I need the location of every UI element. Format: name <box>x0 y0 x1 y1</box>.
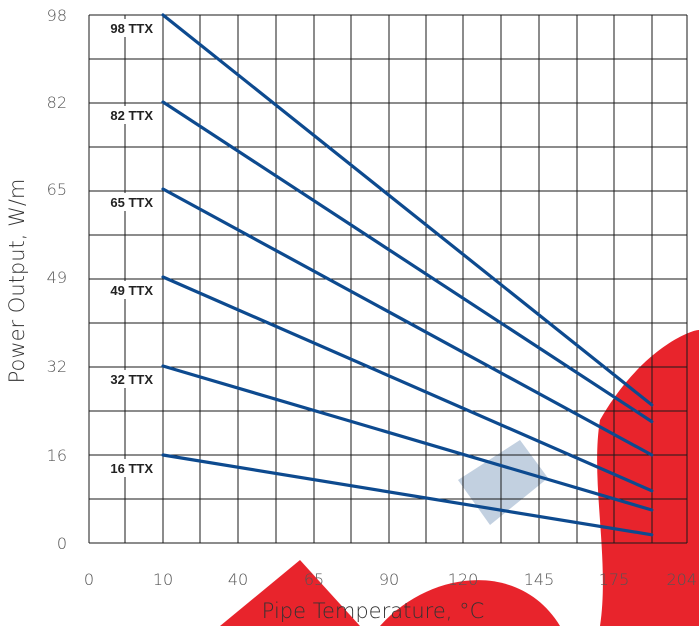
x-tick-label: 120 <box>448 570 479 589</box>
series-line-65-ttx <box>161 187 654 457</box>
series-line-16-ttx <box>161 453 654 537</box>
series-label: 65 TTX <box>110 195 153 210</box>
series-label: 82 TTX <box>110 108 153 123</box>
series-label: 98 TTX <box>110 21 153 36</box>
series-label-bg <box>98 459 158 477</box>
y-tick-label: 65 <box>47 180 67 199</box>
x-tick-label: 90 <box>379 570 399 589</box>
series-label-bg <box>98 19 158 37</box>
series-label-bg <box>98 281 158 299</box>
x-tick-label: 40 <box>228 570 248 589</box>
watermark-red-band <box>220 560 360 626</box>
x-tick-label: 175 <box>599 570 630 589</box>
series-label: 32 TTX <box>110 372 153 387</box>
series-label-bg <box>98 370 158 388</box>
series-line-32-ttx <box>161 364 654 512</box>
y-axis-title: Power Output, W/m <box>5 179 29 384</box>
series-label-bg <box>98 193 158 211</box>
watermark-red-swoosh <box>380 580 560 626</box>
y-tick-label: 98 <box>47 6 67 25</box>
x-tick-label: 10 <box>153 570 173 589</box>
y-tick-label: 82 <box>47 93 67 112</box>
series-lines <box>161 13 654 537</box>
x-axis-title: Pipe Temperature, °C <box>262 599 485 623</box>
watermark-blue-shape <box>458 440 548 525</box>
series-label: 49 TTX <box>110 283 153 298</box>
y-tick-labels: 0 16 32 49 65 82 98 <box>47 6 67 553</box>
x-tick-labels: 0 10 40 65 90 120 145 175 204 <box>84 570 697 589</box>
watermark <box>220 330 699 626</box>
x-tick-label: 145 <box>524 570 555 589</box>
series-label-bg <box>98 106 158 124</box>
x-tick-label: 65 <box>304 570 324 589</box>
series-label: 16 TTX <box>110 461 153 476</box>
series-line-98-ttx <box>161 13 654 407</box>
grid <box>88 14 688 544</box>
y-tick-label: 49 <box>47 268 67 287</box>
y-tick-label: 16 <box>47 446 67 465</box>
x-tick-label: 204 <box>666 570 697 589</box>
series-line-49-ttx <box>161 275 654 493</box>
y-tick-label: 0 <box>57 534 67 553</box>
x-tick-label: 0 <box>84 570 94 589</box>
series-line-82-ttx <box>161 100 654 424</box>
series-labels: 98 TTX 82 TTX 65 TTX 49 TTX 32 TTX 16 TTX <box>98 19 158 477</box>
y-tick-label: 32 <box>47 357 67 376</box>
